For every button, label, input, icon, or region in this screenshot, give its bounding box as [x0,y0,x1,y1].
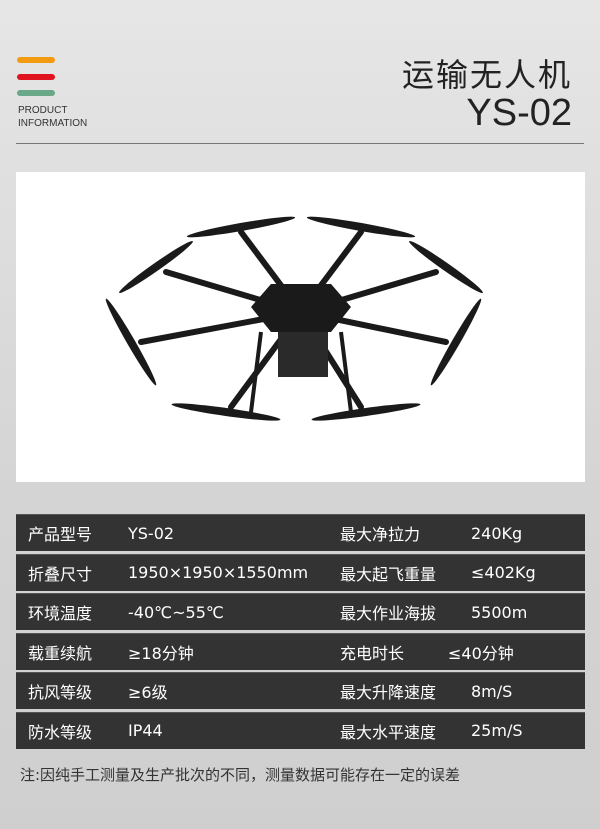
spec-value2: ≤40分钟 [448,643,514,663]
page-title: 运输无人机 [401,56,572,94]
spec-value: ≥6级 [128,683,168,702]
spec-value2: 240Kg [471,523,523,543]
spec-label: 抗风等级 [28,683,93,702]
spec-row: 产品型号 YS-02 最大净拉力 240Kg [16,514,585,551]
footnote: 注:因纯手工测量及生产批次的不同，测量数据可能存在一定的误差 [20,766,461,784]
model-title: YS-02 [466,92,572,134]
spec-value: 1950×1950×1550mm [128,563,309,582]
spec-label2: 最大升降速度 [340,683,437,702]
spec-row: 抗风等级 ≥6级 最大升降速度 8m/S [16,672,585,709]
spec-row: 载重续航 ≥18分钟 充电时长 ≤40分钟 [16,632,585,670]
spec-value: ≥18分钟 [128,643,194,663]
spec-label: 折叠尺寸 [28,564,93,584]
spec-label2: 最大水平速度 [340,722,437,742]
badge-line1: PRODUCT [18,105,68,116]
spec-label2: 最大净拉力 [340,525,421,544]
spec-value2: 5500m [471,602,528,622]
divider [16,143,584,144]
octocopter-drone-image [105,216,483,421]
orange-bar [17,57,55,63]
spec-value2: 8m/S [471,681,513,701]
spec-row: 折叠尺寸 1950×1950×1550mm 最大起飞重量 ≤402Kg [16,553,585,591]
product-information-label: PRODUCT INFORMATION [18,104,87,130]
spec-label: 载重续航 [28,643,93,663]
spec-value2: 25m/S [471,721,523,740]
spec-label2: 最大作业海拔 [340,604,437,623]
spec-row: 环境温度 -40℃~55℃ 最大作业海拔 5500m [16,593,585,630]
spec-label: 防水等级 [28,722,93,742]
spec-value: -40℃~55℃ [128,602,224,622]
spec-table: 产品型号 YS-02 最大净拉力 240Kg 折叠尺寸 1950×1950×1550mm 最… [16,514,585,751]
spec-label: 环境温度 [28,604,93,623]
spec-value: YS-02 [128,523,175,543]
badge-line2: INFORMATION [18,118,88,129]
drone-image [16,172,585,482]
spec-label2: 充电时长 [340,643,405,663]
spec-row: 防水等级 IP44 最大水平速度 25m/S [16,711,585,749]
red-bar [17,74,55,80]
spec-value2: ≤402Kg [471,563,536,582]
spec-label: 产品型号 [28,525,93,544]
spec-label2: 最大起飞重量 [340,564,437,584]
green-bar [17,90,55,96]
spec-value: IP44 [128,721,163,740]
